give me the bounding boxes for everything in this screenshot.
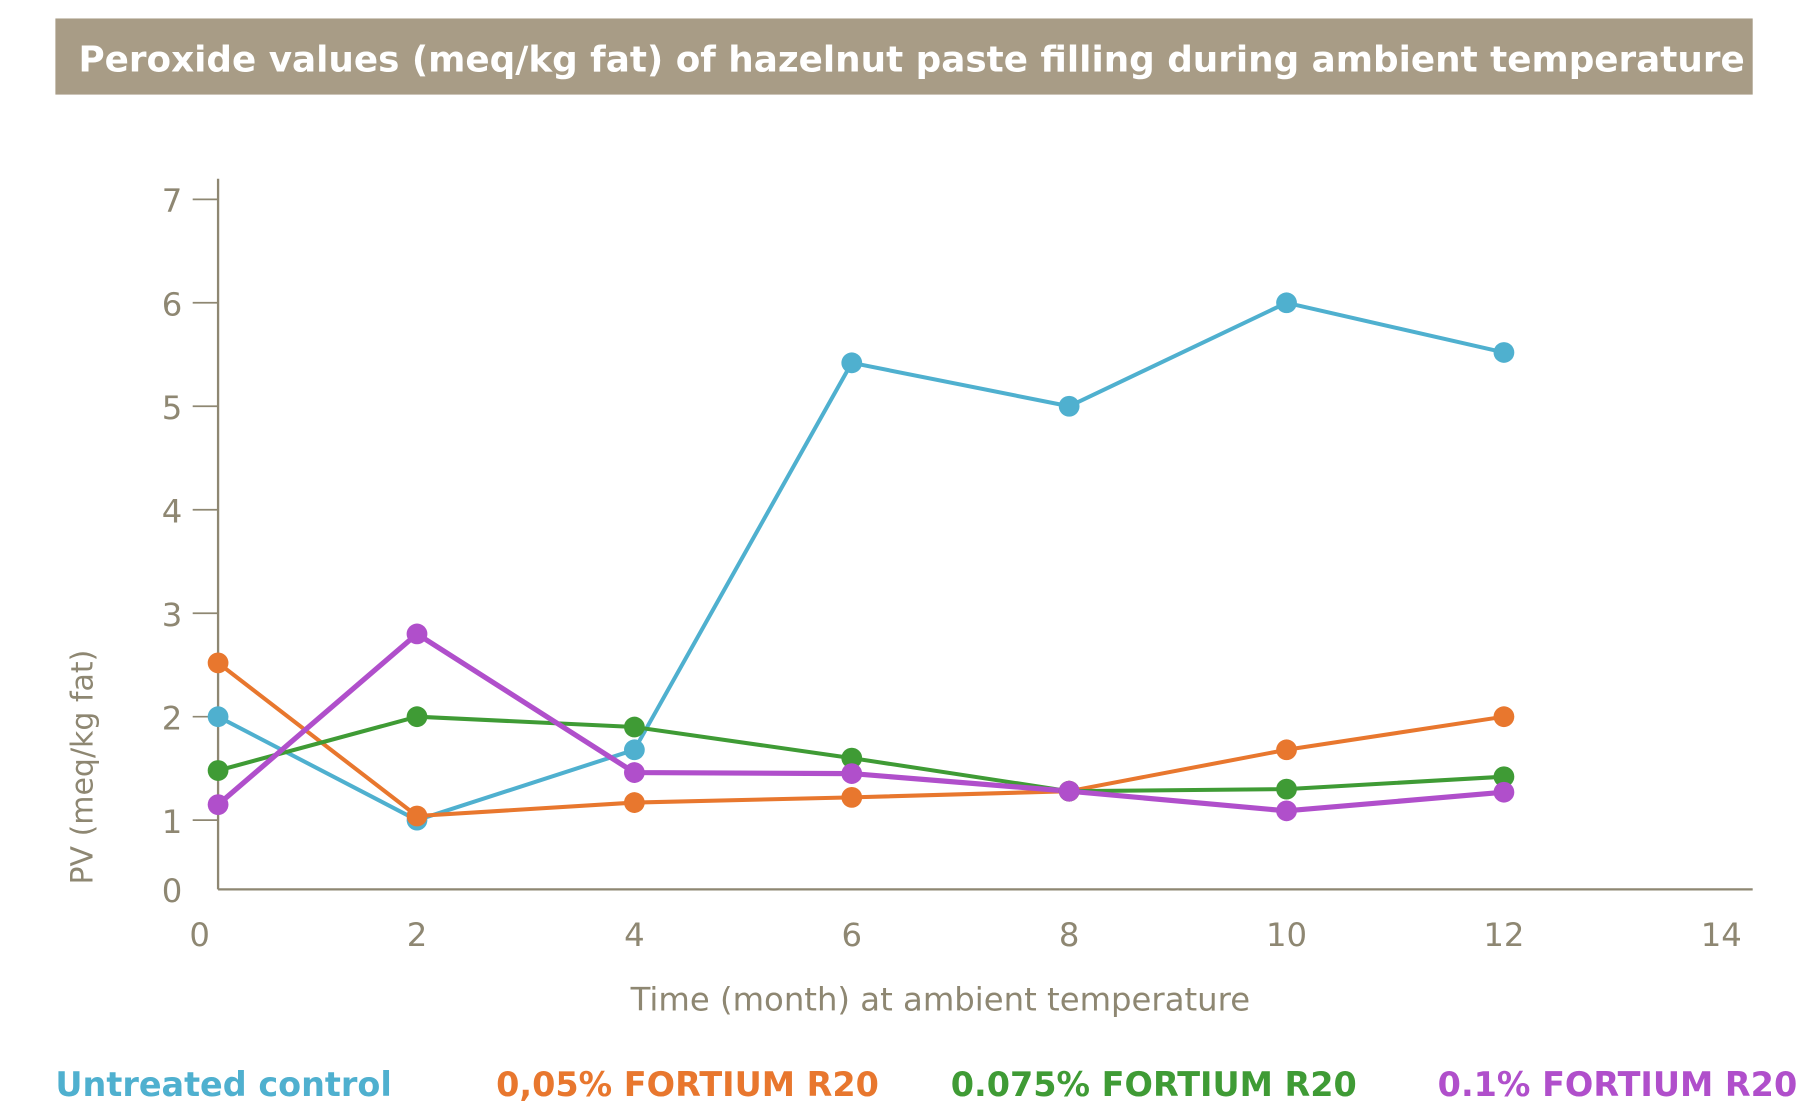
title-bar <box>55 18 1753 95</box>
x-tick-label: 6 <box>841 916 862 954</box>
data-point-0 <box>1058 395 1080 417</box>
chart-title: Peroxide values (meq/kg fat) of hazelnut… <box>78 40 1744 81</box>
y-axis-label: PV (meq/kg fat) <box>65 650 100 885</box>
data-point-3 <box>1058 780 1080 802</box>
data-point-1 <box>1276 739 1297 761</box>
data-point-1 <box>624 792 645 813</box>
data-point-2 <box>841 747 863 769</box>
data-point-3 <box>207 794 229 816</box>
data-point-3 <box>1276 800 1297 822</box>
data-point-3 <box>841 763 863 784</box>
y-tick-label: 3 <box>162 596 183 634</box>
series-line-0 <box>217 300 1505 823</box>
y-tick-label: 4 <box>162 492 183 530</box>
data-point-1 <box>1493 706 1515 728</box>
data-point-2 <box>1276 778 1297 800</box>
data-point-2 <box>1493 766 1515 788</box>
data-point-2 <box>406 706 428 728</box>
data-point-1 <box>207 652 229 674</box>
data-point-2 <box>624 716 645 738</box>
y-tick-label: 0 <box>162 872 183 910</box>
data-point-0 <box>1276 292 1297 314</box>
data-point-1 <box>841 787 863 808</box>
x-tick-label: 0 <box>189 916 210 954</box>
legend-entry: 0.1% FORTIUM R20 <box>1438 1065 1798 1104</box>
legend-entry: Untreated control <box>55 1065 391 1104</box>
y-tick-label: 2 <box>162 699 183 737</box>
y-tick-label: 6 <box>162 285 183 323</box>
x-tick-label: 8 <box>1059 916 1080 954</box>
data-point-0 <box>624 739 645 761</box>
y-tick-label: 5 <box>162 389 183 427</box>
x-tick-label: 14 <box>1701 916 1742 954</box>
data-point-0 <box>1493 342 1515 363</box>
data-point-2 <box>207 760 229 781</box>
x-tick-label: 10 <box>1266 916 1307 954</box>
data-point-0 <box>207 706 229 728</box>
y-tick-label: 7 <box>162 182 183 220</box>
x-axis-label: Time (month) at ambient temperature <box>630 980 1250 1018</box>
legend-entry: 0.075% FORTIUM R20 <box>951 1065 1357 1104</box>
data-point-1 <box>406 805 428 827</box>
data-point-3 <box>1493 781 1515 803</box>
data-point-3 <box>624 762 645 783</box>
data-point-0 <box>841 352 863 374</box>
x-tick-label: 2 <box>407 916 428 954</box>
x-tick-label: 12 <box>1483 916 1524 954</box>
data-point-3 <box>406 623 428 645</box>
x-tick-label: 4 <box>624 916 645 954</box>
y-tick-label: 1 <box>162 803 183 841</box>
legend-entry: 0,05% FORTIUM R20 <box>496 1065 879 1104</box>
